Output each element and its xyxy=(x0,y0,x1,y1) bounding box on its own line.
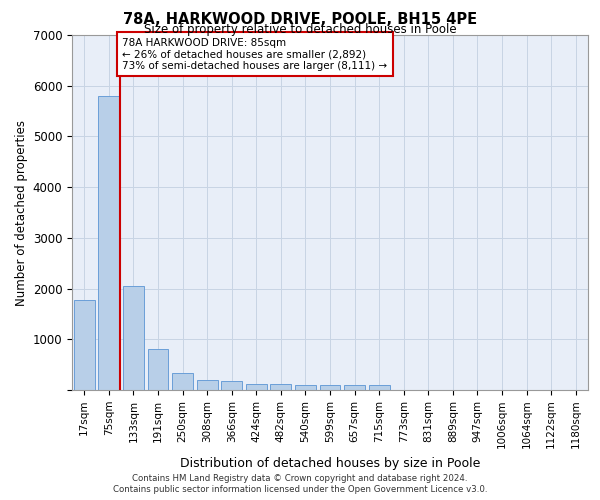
X-axis label: Distribution of detached houses by size in Poole: Distribution of detached houses by size … xyxy=(180,457,480,470)
Text: 78A HARKWOOD DRIVE: 85sqm
← 26% of detached houses are smaller (2,892)
73% of se: 78A HARKWOOD DRIVE: 85sqm ← 26% of detac… xyxy=(122,38,388,70)
Bar xyxy=(74,300,95,390)
Bar xyxy=(172,373,193,390)
Bar xyxy=(344,385,365,390)
Bar xyxy=(123,286,144,390)
Y-axis label: Number of detached properties: Number of detached properties xyxy=(16,120,28,306)
Bar xyxy=(148,350,169,390)
Bar xyxy=(197,380,218,390)
Text: Contains HM Land Registry data © Crown copyright and database right 2024.
Contai: Contains HM Land Registry data © Crown c… xyxy=(113,474,487,494)
Bar xyxy=(368,385,389,390)
Bar xyxy=(295,385,316,390)
Text: 78A, HARKWOOD DRIVE, POOLE, BH15 4PE: 78A, HARKWOOD DRIVE, POOLE, BH15 4PE xyxy=(123,12,477,26)
Text: Size of property relative to detached houses in Poole: Size of property relative to detached ho… xyxy=(143,22,457,36)
Bar xyxy=(221,381,242,390)
Bar xyxy=(271,384,292,390)
Bar xyxy=(320,385,340,390)
Bar xyxy=(246,384,267,390)
Bar xyxy=(98,96,119,390)
